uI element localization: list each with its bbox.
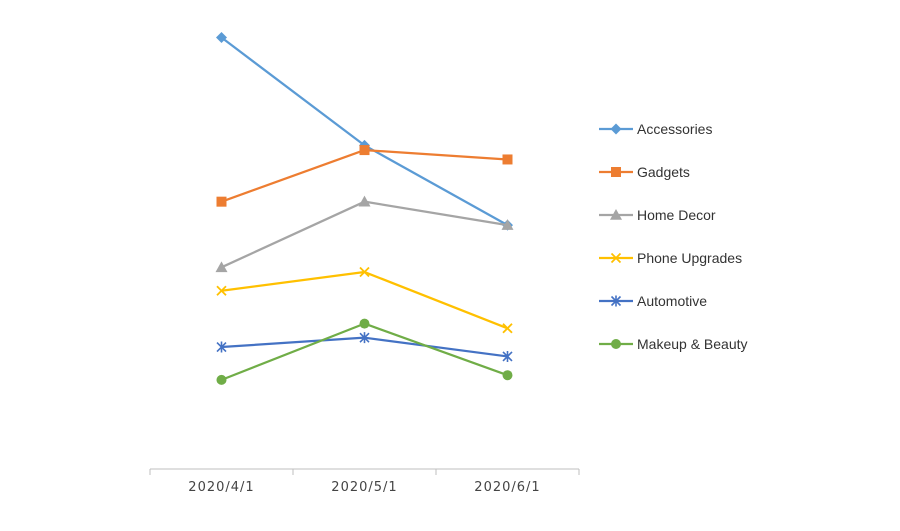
legend-swatch-marker	[611, 167, 621, 177]
legend-item-gadgets: Gadgets	[599, 164, 690, 180]
data-point-home-decor	[501, 219, 514, 230]
data-point-makeup-and-beauty	[359, 318, 370, 329]
legend-label: Phone Upgrades	[637, 250, 742, 266]
legend: Accessories Gadgets Home Decor Phone Upgrad…	[599, 121, 748, 352]
x-axis: 2020/4/1 2020/5/1 2020/6/1	[149, 468, 580, 495]
series-line-gadgets	[221, 148, 508, 203]
legend-label: Automotive	[637, 293, 707, 309]
data-point-home-decor	[358, 195, 371, 207]
legend-swatch-marker	[611, 339, 621, 349]
x-tick-label: 2020/5/1	[331, 480, 397, 495]
data-point-automotive	[216, 341, 227, 353]
plot-area	[215, 32, 514, 385]
legend-label: Accessories	[637, 121, 712, 137]
data-point-makeup-and-beauty	[216, 374, 227, 385]
data-point-phone-upgrades	[359, 266, 370, 278]
legend-label: Makeup & Beauty	[637, 336, 748, 352]
data-point-gadgets	[216, 196, 227, 207]
legend-swatch-marker	[610, 295, 622, 307]
x-tick-label: 2020/4/1	[188, 480, 254, 495]
data-point-makeup-and-beauty	[502, 370, 513, 381]
legend-item-automotive: Automotive	[599, 293, 707, 309]
legend-item-makeup-and-beauty: Makeup & Beauty	[599, 336, 748, 352]
series-automotive	[216, 332, 513, 362]
legend-swatch-marker	[610, 123, 622, 135]
x-tick-label: 2020/6/1	[474, 480, 540, 495]
legend-item-phone-upgrades: Phone Upgrades	[599, 250, 742, 266]
legend-swatch-marker	[610, 252, 622, 264]
series-home-decor	[215, 195, 514, 273]
data-point-phone-upgrades	[216, 285, 227, 296]
legend-item-accessories: Accessories	[599, 121, 712, 137]
data-point-gadgets	[502, 154, 513, 165]
legend-item-home-decor: Home Decor	[599, 207, 716, 223]
series-phone-upgrades	[216, 266, 513, 334]
legend-swatch-marker	[610, 209, 622, 220]
data-point-automotive	[359, 332, 370, 344]
legend-label: Gadgets	[637, 164, 690, 180]
series-makeup-and-beauty	[216, 318, 513, 385]
data-point-gadgets	[359, 145, 370, 156]
legend-label: Home Decor	[637, 207, 716, 223]
series-line-home-decor	[221, 200, 508, 269]
series-gadgets	[216, 145, 513, 207]
data-point-accessories	[216, 32, 227, 44]
data-point-phone-upgrades	[502, 323, 513, 334]
data-point-automotive	[502, 350, 513, 362]
data-point-home-decor	[215, 261, 228, 273]
